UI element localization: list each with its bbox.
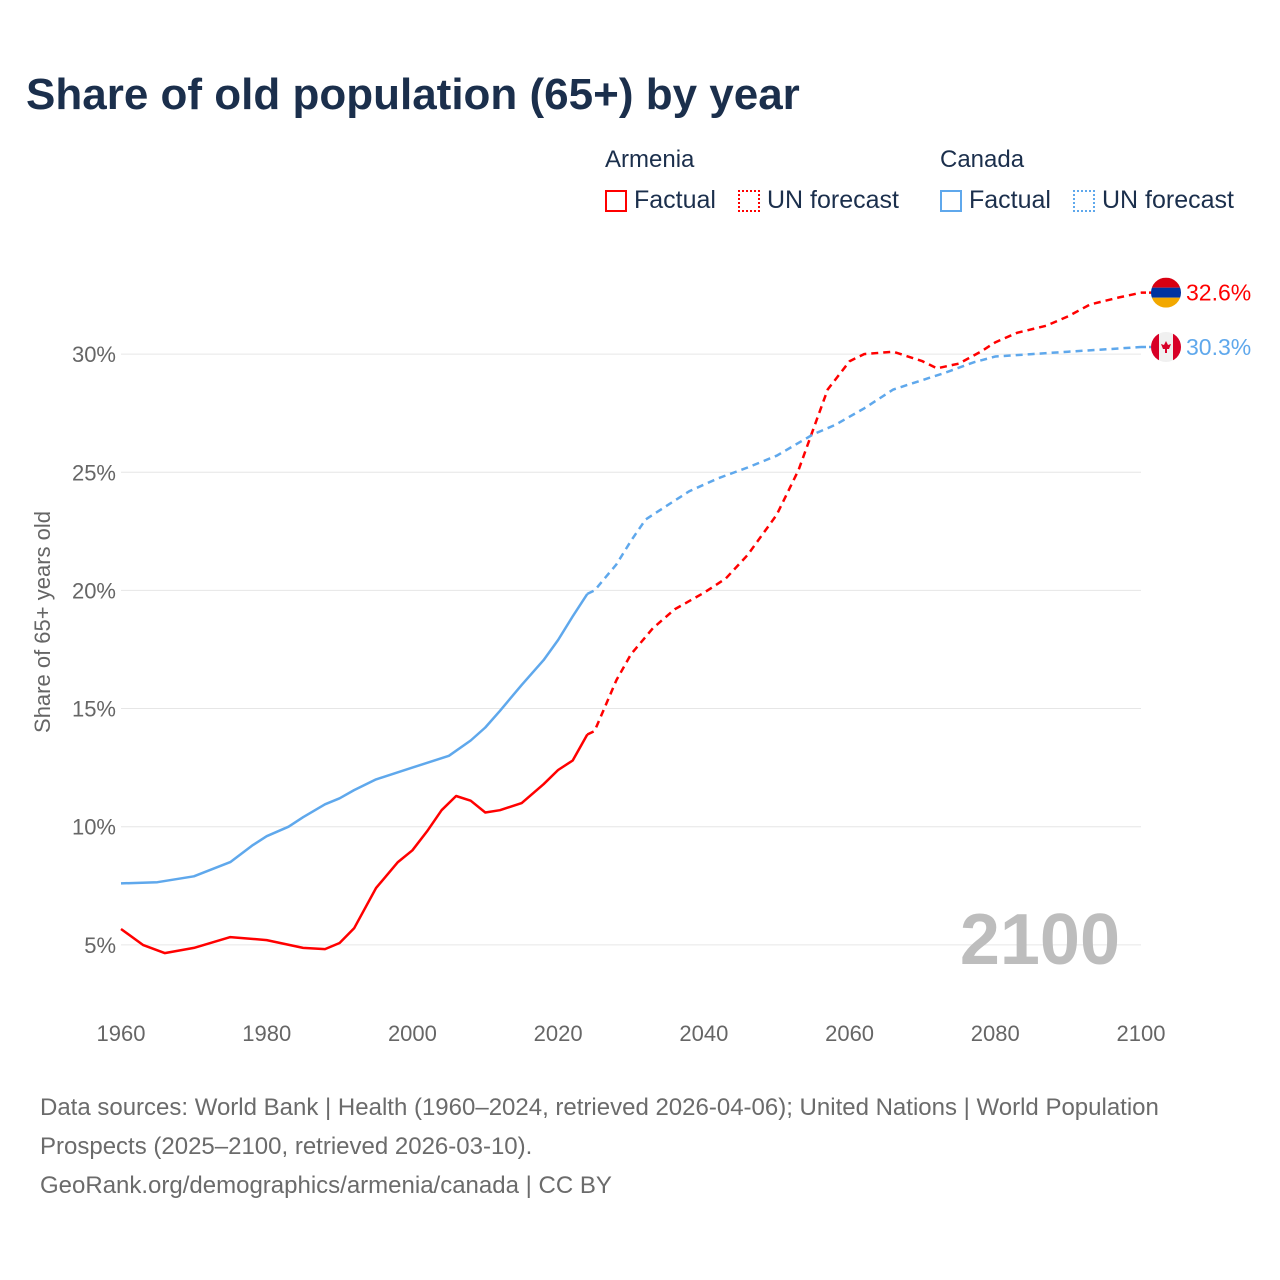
y-tick-label: 10% xyxy=(72,815,116,840)
y-tick-label: 15% xyxy=(72,697,116,722)
canada-flag-icon xyxy=(1151,332,1181,363)
data-sources: Data sources: World Bank | Health (1960–… xyxy=(40,1094,1159,1160)
line-chart: 5% 10% 15% 20% 25% 30% 1960 1980 2000 2020 2040 206… xyxy=(30,277,1251,1046)
x-tick-label: 2080 xyxy=(971,1021,1020,1046)
credit-link[interactable]: GeoRank.org/demographics/armenia/canada … xyxy=(40,1172,612,1199)
legend-armenia-forecast[interactable]: UN forecast xyxy=(738,186,899,215)
legend-label: Factual xyxy=(969,186,1051,214)
y-tick-label: 20% xyxy=(72,578,116,603)
armenia-forecast-line xyxy=(586,291,1142,736)
footer: Data sources: World Bank | Health (1960–… xyxy=(40,1088,1160,1205)
legend-armenia-factual[interactable]: Factual xyxy=(605,186,716,215)
maple-leaf-icon xyxy=(1161,341,1171,354)
armenia-flag-icon xyxy=(1151,277,1181,308)
armenia-end-value: 32.6% xyxy=(1186,280,1251,306)
canada-end-value: 30.3% xyxy=(1186,334,1251,360)
x-tick-label: 2060 xyxy=(825,1021,874,1046)
legend-swatch-dotted xyxy=(1073,189,1095,212)
x-tick-label: 2040 xyxy=(679,1021,728,1046)
x-tick-label: 2000 xyxy=(388,1021,437,1046)
canada-forecast-line xyxy=(586,345,1142,596)
legend-swatch-solid xyxy=(940,189,962,212)
legend-swatch-solid xyxy=(605,189,627,212)
x-tick-label: 2020 xyxy=(534,1021,583,1046)
legend-label: UN forecast xyxy=(767,186,899,214)
y-tick-label: 25% xyxy=(72,460,116,485)
y-tick-label: 30% xyxy=(72,342,116,367)
legend-group-canada: Canada xyxy=(940,146,1025,173)
legend-label: Factual xyxy=(634,186,716,214)
year-watermark: 2100 xyxy=(960,900,1120,980)
legend-canada-forecast[interactable]: UN forecast xyxy=(1073,186,1234,215)
y-axis-label: Share of 65+ years old xyxy=(30,511,55,733)
y-tick-label: 5% xyxy=(84,933,116,958)
chart-title: Share of old population (65+) by year xyxy=(26,70,800,119)
x-tick-label: 1960 xyxy=(97,1021,146,1046)
canada-factual-line xyxy=(120,593,589,885)
x-tick-label: 1980 xyxy=(242,1021,291,1046)
legend-swatch-dotted xyxy=(738,189,760,212)
legend-canada-factual[interactable]: Factual xyxy=(940,186,1051,215)
legend-label: UN forecast xyxy=(1102,186,1234,214)
armenia-factual-line xyxy=(120,733,589,955)
x-tick-label: 2100 xyxy=(1117,1021,1166,1046)
legend-group-armenia: Armenia xyxy=(605,146,695,173)
